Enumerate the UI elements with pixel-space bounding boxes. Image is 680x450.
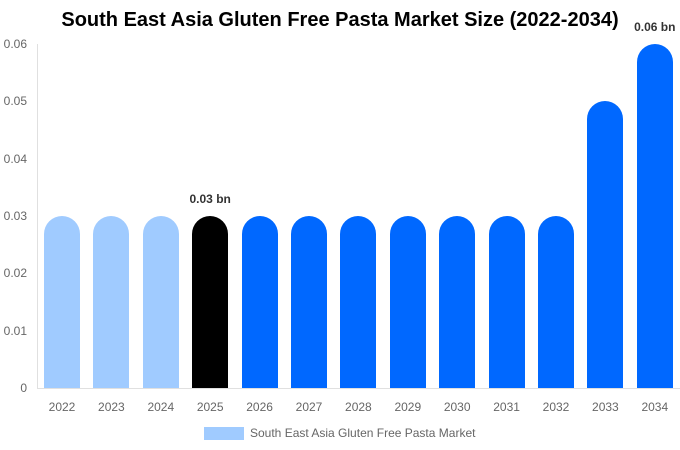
bar-2027[interactable]: [291, 216, 327, 388]
x-axis-line: [37, 388, 680, 389]
y-tick-label: 0.05: [3, 94, 27, 109]
x-tick-label: 2027: [295, 400, 323, 414]
legend-label: South East Asia Gluten Free Pasta Market: [250, 426, 476, 440]
x-tick-label: 2022: [48, 400, 76, 414]
bar-2032[interactable]: [538, 216, 574, 388]
bar-2030[interactable]: [439, 216, 476, 388]
bar-2034[interactable]: [636, 44, 673, 388]
chart-title: South East Asia Gluten Free Pasta Market…: [61, 9, 619, 31]
x-tick-label: 2033: [592, 400, 619, 414]
y-tick-label: 0.04: [3, 151, 27, 166]
x-tick-label: 2024: [147, 400, 175, 414]
x-tick-label: 2028: [345, 400, 372, 414]
y-tick-label: 0: [20, 381, 27, 395]
bar-2024[interactable]: [142, 216, 179, 388]
x-tick-label: 2030: [443, 400, 471, 414]
bar-2028[interactable]: [340, 216, 377, 388]
bar-2031[interactable]: [488, 216, 525, 388]
y-tick-label: 0.01: [3, 323, 27, 338]
bar-2025[interactable]: [192, 216, 229, 388]
x-tick-label: 2031: [493, 400, 520, 414]
x-tick-label: 2029: [394, 400, 422, 414]
y-tick-label: 0.02: [3, 266, 27, 281]
x-tick-label: 2025: [196, 400, 224, 414]
bar-2029[interactable]: [389, 216, 426, 388]
x-tick-label: 2026: [246, 400, 273, 414]
legend[interactable]: South East Asia Gluten Free Pasta Market: [204, 426, 475, 440]
bar-2026[interactable]: [241, 216, 278, 388]
legend-swatch: [204, 426, 244, 440]
x-tick-label: 2032: [542, 400, 570, 414]
y-axis-line: [37, 44, 38, 389]
x-tick-label: 2034: [641, 400, 669, 414]
data-label: 0.06 bn: [634, 20, 676, 34]
bar-2022[interactable]: [44, 216, 80, 388]
bar-2023[interactable]: [93, 216, 130, 388]
data-label: 0.03 bn: [189, 192, 231, 206]
y-tick-label: 0.06: [3, 37, 27, 51]
x-tick-label: 2023: [98, 400, 125, 414]
bar-2033[interactable]: [587, 101, 624, 388]
y-tick-label: 0.03: [3, 209, 27, 223]
